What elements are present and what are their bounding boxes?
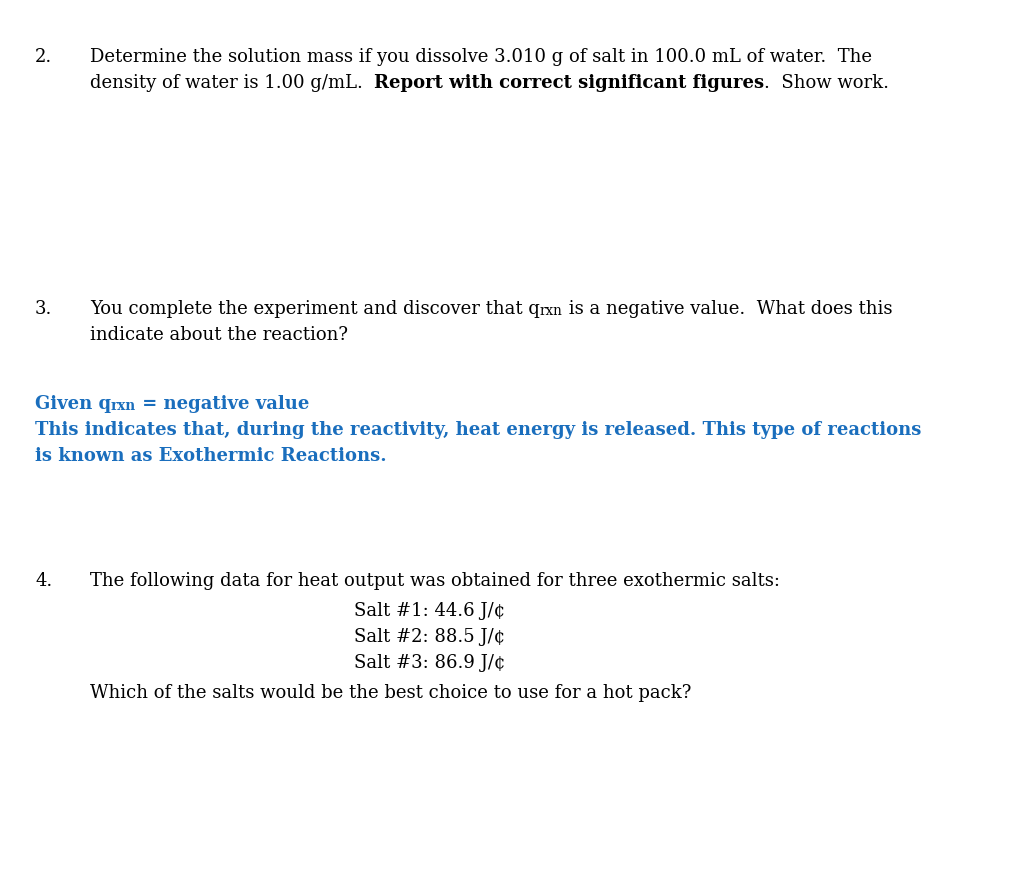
Text: 4.: 4.: [35, 572, 52, 590]
Text: .  Show work.: . Show work.: [765, 74, 890, 92]
Text: Report with correct significant figures: Report with correct significant figures: [375, 74, 765, 92]
Text: The following data for heat output was obtained for three exothermic salts:: The following data for heat output was o…: [90, 572, 780, 590]
Text: Salt #1: 44.6 J/¢: Salt #1: 44.6 J/¢: [354, 602, 506, 620]
Text: indicate about the reaction?: indicate about the reaction?: [90, 326, 348, 344]
Text: Salt #3: 86.9 J/¢: Salt #3: 86.9 J/¢: [354, 654, 506, 672]
Text: 2.: 2.: [35, 48, 52, 66]
Text: = negative value: = negative value: [136, 395, 309, 413]
Text: Salt #2: 88.5 J/¢: Salt #2: 88.5 J/¢: [354, 628, 506, 646]
Text: Given q: Given q: [35, 395, 111, 413]
Text: density of water is 1.00 g/mL.: density of water is 1.00 g/mL.: [90, 74, 375, 92]
Text: is known as Exothermic Reactions.: is known as Exothermic Reactions.: [35, 447, 387, 465]
Text: Which of the salts would be the best choice to use for a hot pack?: Which of the salts would be the best cho…: [90, 684, 691, 702]
Text: rxn: rxn: [111, 399, 136, 413]
Text: 3.: 3.: [35, 300, 52, 318]
Text: You complete the experiment and discover that q: You complete the experiment and discover…: [90, 300, 540, 318]
Text: is a negative value.  What does this: is a negative value. What does this: [563, 300, 892, 318]
Text: This indicates that, during the reactivity, heat energy is released. This type o: This indicates that, during the reactivi…: [35, 421, 922, 439]
Text: rxn: rxn: [540, 304, 563, 318]
Text: Determine the solution mass if you dissolve 3.010 g of salt in 100.0 mL of water: Determine the solution mass if you disso…: [90, 48, 872, 66]
